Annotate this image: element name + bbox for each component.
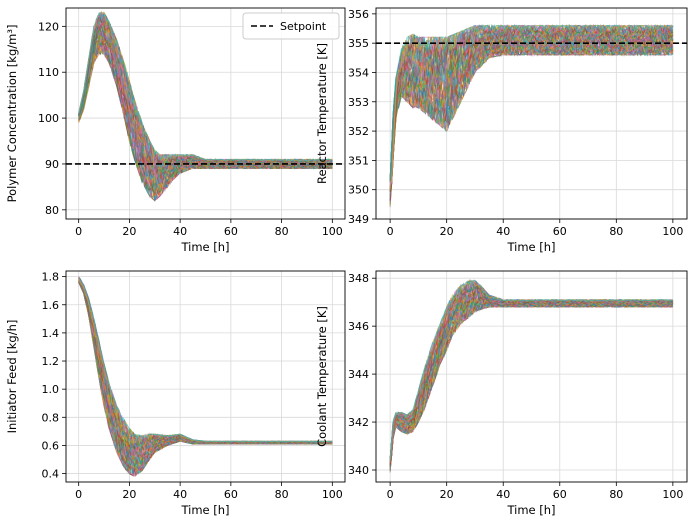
ensemble-series (78, 10, 333, 202)
y-tick-label: 344 (348, 368, 369, 381)
y-tick-label: 352 (348, 125, 369, 138)
y-tick-label: 80 (45, 204, 59, 217)
trajectory-line (389, 303, 674, 470)
chart-panel-top-left: 0 20 40 60 80 100 80 90 100 110 120 Time [h] Polymer… (5, 7, 346, 254)
trajectory-line (389, 23, 674, 183)
x-tick-label: 0 (75, 488, 82, 501)
x-tick-label: 100 (322, 225, 343, 238)
x-tick-label: 100 (662, 488, 683, 501)
x-axis-label: Time [h] (506, 240, 555, 254)
legend-label-setpoint: Setpoint (280, 20, 327, 33)
x-tick-label: 80 (609, 225, 623, 238)
y-tick-label: 1.2 (42, 355, 60, 368)
y-tick-label: 100 (38, 112, 59, 125)
x-tick-label: 40 (173, 488, 187, 501)
x-tick-label: 60 (553, 488, 567, 501)
chart-panel-bottom-right: 0 20 40 60 80 100 340 342 344 346 348 Time [h] Coola… (315, 270, 688, 517)
x-tick-label: 80 (275, 488, 289, 501)
y-tick-label: 110 (38, 66, 59, 79)
axes-frame (65, 270, 346, 483)
y-axis-label: Polymer Concentration [kg/m³] (5, 25, 19, 203)
y-tick-label: 1.6 (42, 299, 60, 312)
y-axis-label: Coolant Temperature [K] (315, 306, 329, 447)
y-tick-label: 0.8 (42, 411, 60, 424)
x-tick-label: 60 (224, 225, 238, 238)
x-tick-label: 20 (122, 488, 136, 501)
y-tick-label: 346 (348, 320, 369, 333)
chart-panel-bottom-left: 0 20 40 60 80 100 0.4 0.6 0.8 1.0 1.2 1.4 1.6 1.8 Time… (5, 270, 346, 517)
x-tick-label: 20 (440, 225, 454, 238)
trajectory-line (389, 44, 674, 181)
legend: Setpoint (242, 12, 340, 40)
axes-frame (65, 7, 346, 220)
x-tick-label: 20 (122, 225, 136, 238)
x-tick-label: 40 (496, 225, 510, 238)
legend-box (242, 12, 340, 40)
trajectory-line (389, 279, 674, 461)
x-tick-label: 40 (496, 488, 510, 501)
x-tick-label: 60 (224, 488, 238, 501)
x-tick-label: 40 (173, 225, 187, 238)
x-tick-label: 20 (440, 488, 454, 501)
y-tick-label: 90 (45, 158, 59, 171)
y-tick-label: 350 (348, 184, 369, 197)
y-tick-label: 1.4 (42, 327, 60, 340)
x-tick-label: 100 (662, 225, 683, 238)
trajectory-line (78, 279, 333, 460)
y-tick-label: 348 (348, 272, 369, 285)
x-tick-label: 80 (275, 225, 289, 238)
ensemble-series (78, 276, 333, 478)
axes-frame (375, 270, 688, 483)
y-tick-label: 0.6 (42, 439, 60, 452)
x-tick-label: 100 (322, 488, 343, 501)
x-axis-label: Time [h] (506, 503, 555, 517)
x-tick-label: 60 (553, 225, 567, 238)
x-tick-label: 80 (609, 488, 623, 501)
y-axis-label: Reactor Temperature [K] (315, 43, 329, 184)
x-tick-label: 0 (387, 488, 394, 501)
x-tick-label: 0 (75, 225, 82, 238)
y-tick-label: 1.0 (42, 383, 60, 396)
y-tick-label: 342 (348, 416, 369, 429)
trajectory-line (389, 303, 674, 473)
y-tick-label: 353 (348, 96, 369, 109)
trajectory-line (78, 277, 333, 448)
axes-frame (375, 7, 688, 220)
y-tick-label: 349 (348, 213, 369, 226)
ensemble-series (389, 278, 674, 473)
y-tick-label: 356 (348, 8, 369, 21)
chart-panel-top-right: 0 20 40 60 80 100 349 350 351 352 353 354 355 356 Time… (315, 7, 688, 254)
y-tick-label: 1.8 (42, 271, 60, 284)
y-tick-label: 120 (38, 20, 59, 33)
trajectory-line (78, 11, 333, 162)
y-tick-label: 351 (348, 154, 369, 167)
x-axis-label: Time [h] (180, 503, 229, 517)
y-tick-label: 355 (348, 37, 369, 50)
trajectory-line (78, 276, 333, 443)
x-axis-label: Time [h] (180, 240, 229, 254)
ensemble-series (389, 23, 674, 208)
y-tick-label: 340 (348, 464, 369, 477)
y-axis-label: Initiator Feed [kg/h] (5, 320, 19, 434)
x-tick-label: 0 (387, 225, 394, 238)
trajectory-line (389, 23, 674, 181)
y-tick-label: 0.4 (42, 468, 60, 481)
y-tick-label: 354 (348, 66, 369, 79)
